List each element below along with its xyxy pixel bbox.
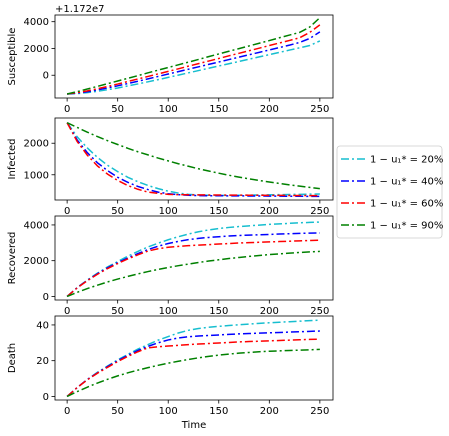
axes-frame: [54, 14, 334, 99]
x-tick-label: 200: [260, 104, 279, 115]
x-tick-label: 150: [209, 104, 228, 115]
x-tick-label: 0: [64, 406, 70, 417]
y-tick-label: 40: [36, 320, 49, 331]
x-tick-label: 200: [260, 306, 279, 317]
y-axis-label-infected: Infected: [7, 139, 18, 180]
x-tick-label: 50: [111, 206, 124, 217]
y-axis-label-recovered: Recovered: [7, 232, 18, 285]
infected-series-4: [66, 122, 320, 190]
x-tick-label: 0: [64, 206, 70, 217]
x-tick-label: 50: [111, 306, 124, 317]
susceptible-series-3: [67, 24, 321, 95]
x-tick-label: 150: [209, 306, 228, 317]
x-tick-label: 150: [209, 406, 228, 417]
axes-frame: [54, 215, 334, 301]
y-tick-label: 2000: [24, 256, 49, 267]
y-tick-label: 4000: [24, 17, 49, 28]
recovered-series-2: [66, 232, 320, 297]
x-tick-label: 150: [209, 206, 228, 217]
x-tick-label: 200: [260, 406, 279, 417]
y-axis-label-death: Death: [7, 343, 18, 373]
x-tick-label: 0: [64, 306, 70, 317]
y-tick-label: 20: [36, 356, 49, 367]
recovered-series-4: [66, 250, 320, 298]
x-tick-label: 100: [159, 206, 178, 217]
legend-entry-label: 1 − u₁* = 90%: [370, 221, 443, 232]
legend-entry-label: 1 − u₁* = 20%: [370, 155, 443, 166]
y-tick-label: 2000: [24, 139, 49, 150]
y-tick-label: 0: [43, 71, 49, 82]
x-tick-label: 0: [64, 104, 70, 115]
y-tick-label: 0: [43, 292, 49, 303]
susceptible-series-4: [66, 17, 321, 95]
recovered-series-1: [66, 221, 320, 297]
legend: 1 − u₁* = 20% 1 − u₁* = 40% 1 − u₁* = 60% 1…: [336, 145, 443, 239]
susceptible-series-2: [67, 31, 321, 95]
x-tick-label: 100: [159, 104, 178, 115]
x-tick-label: 250: [310, 406, 329, 417]
death-series-4: [66, 348, 320, 398]
legend-entry-label: 1 − u₁* = 40%: [370, 177, 443, 188]
x-tick-label: 250: [310, 206, 329, 217]
death-series-3: [66, 338, 320, 397]
x-tick-label: 100: [159, 406, 178, 417]
susceptible-offset-text: +1.172e7: [55, 4, 105, 15]
infected-series-3: [66, 122, 320, 197]
x-tick-label: 100: [159, 306, 178, 317]
legend-frame: [336, 145, 443, 239]
axes-frame: [54, 315, 334, 401]
infected-series-2: [66, 122, 320, 198]
y-tick-label: 0: [43, 392, 49, 403]
x-axis-label: Time: [181, 420, 206, 431]
y-tick-label: 4000: [24, 220, 49, 231]
y-tick-label: 2000: [24, 44, 49, 55]
subplot-infected: 0 50 100 150 200 250 1000 2000 Infected: [7, 117, 334, 217]
x-tick-label: 250: [310, 306, 329, 317]
x-tick-label: 250: [310, 104, 329, 115]
susceptible-series-1: [67, 40, 321, 95]
subplot-death: 0 50 100 150 200 250 0 20 40 Death: [7, 315, 334, 417]
x-tick-label: 200: [260, 206, 279, 217]
x-tick-label: 50: [111, 406, 124, 417]
x-tick-label: 50: [111, 104, 124, 115]
subplot-susceptible: 0 50 100 150 200 250 0 2000 4000 Susceptible: [7, 14, 334, 115]
y-tick-label: 1000: [24, 170, 49, 181]
axes-frame: [54, 117, 334, 201]
recovered-series-3: [66, 239, 320, 298]
y-axis-label-susceptible: Susceptible: [7, 28, 18, 86]
subplot-recovered: 0 50 100 150 200 250 0 2000 4000 Recovered: [7, 215, 334, 317]
legend-entry-label: 1 − u₁* = 60%: [370, 199, 443, 210]
